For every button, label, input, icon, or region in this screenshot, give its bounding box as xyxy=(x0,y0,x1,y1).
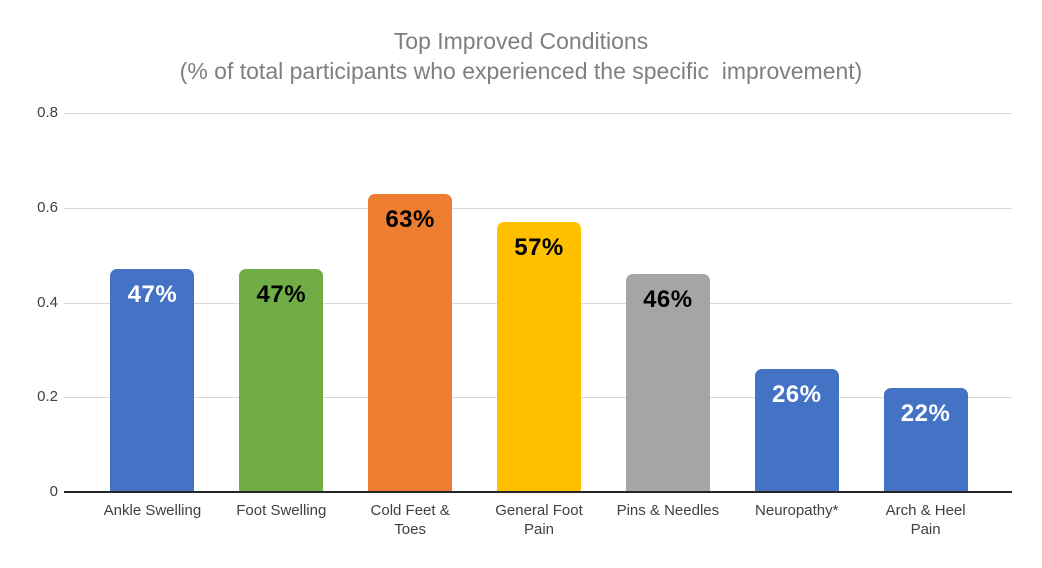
chart-title: Top Improved Conditions xyxy=(393,28,649,54)
bar-slot: 26% xyxy=(732,113,861,492)
bar-value-label: 22% xyxy=(900,399,951,427)
bar-value-label: 47% xyxy=(127,281,178,309)
plot-area: 47% 47% 63% 57% 46% 26% 22% xyxy=(64,113,1012,493)
bar-arch-heel-pain: 22% xyxy=(883,387,968,492)
category-label: Pins & Needles xyxy=(616,502,720,519)
gridline-0.8 xyxy=(64,113,1012,114)
y-tick-label: 0 xyxy=(49,483,58,500)
bar-slot: 22% xyxy=(861,113,990,492)
bar-cold-feet-toes: 63% xyxy=(368,193,453,492)
bar-value-label: 57% xyxy=(514,233,564,261)
y-tick-label: 0.6 xyxy=(37,198,58,216)
category-label: General Foot Pain xyxy=(495,502,583,538)
category-label: Ankle Swelling xyxy=(103,502,202,519)
bar-pins-needles: 46% xyxy=(625,274,710,492)
x-axis-line xyxy=(64,491,1012,493)
bar-value-label: 63% xyxy=(385,205,435,233)
bar-slot: 46% xyxy=(603,113,732,492)
bar-slot: 57% xyxy=(475,113,604,492)
category-label: Cold Feet & Toes xyxy=(370,502,450,538)
category-label: Arch & Heel Pain xyxy=(885,502,966,538)
bar-slot: 63% xyxy=(346,113,475,492)
x-axis-category-labels: Ankle Swelling Foot Swelling Cold Feet & T… xyxy=(64,501,1012,539)
bar-value-label: 26% xyxy=(771,380,822,408)
category-label: Neuropathy* xyxy=(755,502,839,519)
bar-general-foot-pain: 57% xyxy=(497,221,581,492)
chart-title-block: Top Improved Conditions (% of total part… xyxy=(0,26,1042,86)
bar-value-label: 46% xyxy=(643,286,693,314)
gridline-0.6 xyxy=(64,207,1012,209)
y-tick-label: 0.4 xyxy=(37,293,58,311)
bar-neuropathy-: 26% xyxy=(754,368,839,492)
y-tick-label: 0.2 xyxy=(37,388,58,406)
bar-value-label: 47% xyxy=(256,281,307,309)
bar-ankle-swelling: 47% xyxy=(110,269,195,492)
chart-subtitle: (% of total participants who experienced… xyxy=(179,58,863,84)
y-tick-label: 0.8 xyxy=(37,104,58,121)
bar-slot: 47% xyxy=(88,113,217,492)
bar-slot: 47% xyxy=(217,113,346,492)
bar-foot-swelling: 47% xyxy=(239,269,324,492)
bars-container: 47% 47% 63% 57% 46% 26% 22% xyxy=(64,113,1012,492)
category-label: Foot Swelling xyxy=(236,502,327,519)
